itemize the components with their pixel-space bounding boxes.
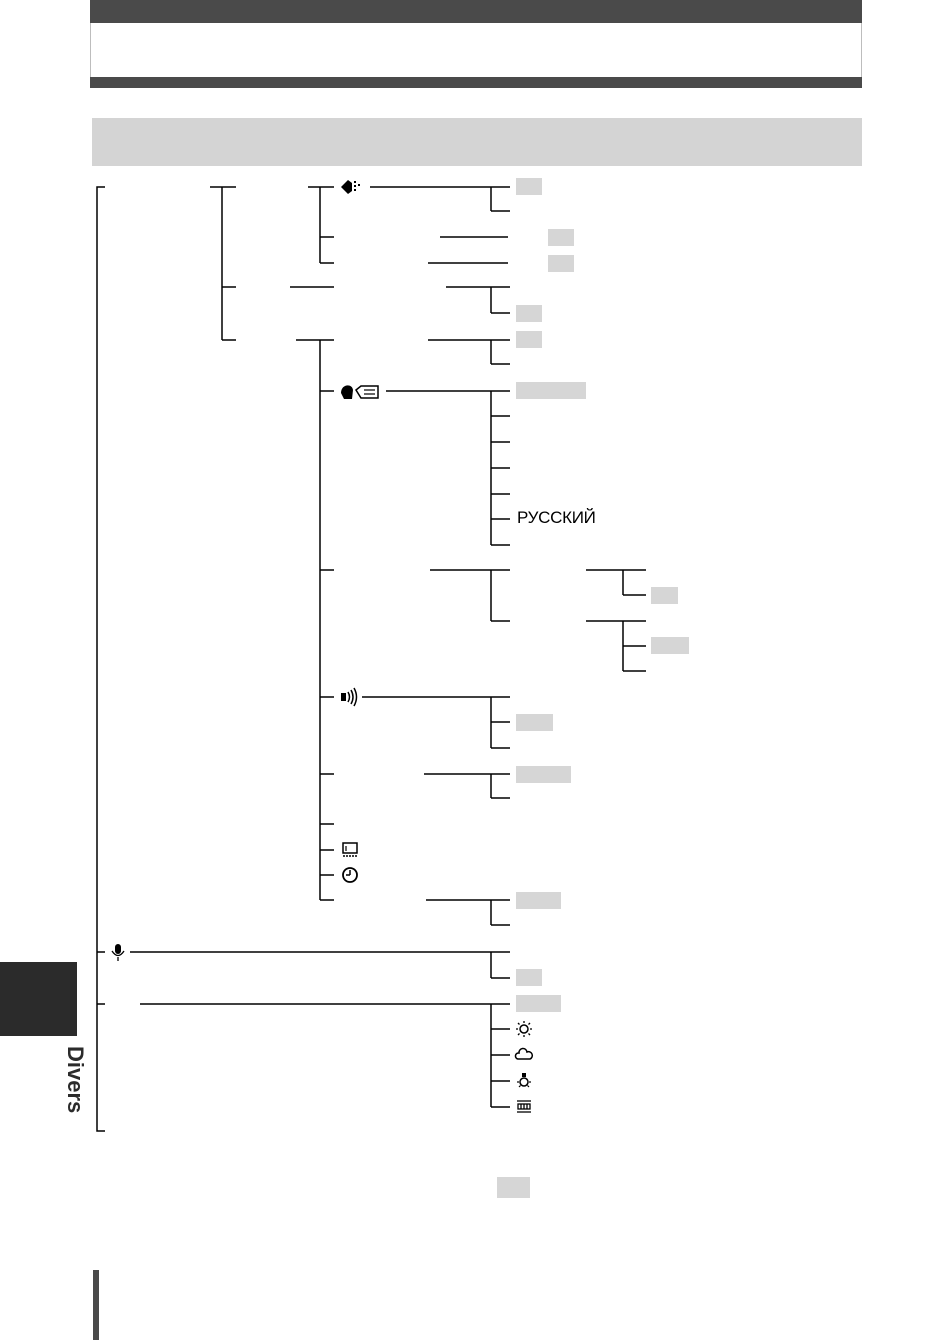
header-bar-bottom — [90, 77, 862, 88]
frame-icon — [342, 842, 358, 857]
language-icon — [341, 385, 379, 399]
section-heading-band — [92, 118, 862, 166]
default-chip — [548, 255, 574, 272]
default-chip — [548, 229, 574, 246]
default-chip — [516, 995, 561, 1012]
sun-icon — [516, 1021, 532, 1037]
language-option-russian: РУССКИЙ — [517, 508, 596, 527]
default-chip — [516, 714, 553, 731]
tree-root-bracket — [96, 186, 105, 1132]
default-chip — [516, 305, 542, 322]
header-bar-top — [90, 0, 862, 23]
clock-icon — [342, 867, 358, 883]
default-chip — [516, 382, 586, 399]
default-chip — [651, 587, 678, 604]
beep-speaker-icon — [341, 687, 358, 707]
cloud-icon — [514, 1047, 534, 1060]
header-title-box — [90, 23, 862, 77]
chapter-tab-marker — [0, 962, 77, 1036]
default-chip — [516, 892, 561, 909]
tungsten-bulb-icon — [517, 1073, 531, 1088]
default-chip — [516, 178, 542, 195]
default-chip — [516, 331, 542, 348]
bottom-edge-bar — [93, 1270, 99, 1340]
default-chip — [516, 969, 542, 986]
chapter-tab-label: Divers — [63, 1046, 88, 1114]
microphone-icon — [111, 944, 125, 961]
default-chip — [651, 637, 689, 654]
legend-default-chip — [497, 1177, 530, 1198]
fluorescent-icon — [517, 1100, 531, 1113]
screen-settings-icon — [341, 180, 360, 194]
default-chip — [516, 766, 571, 783]
